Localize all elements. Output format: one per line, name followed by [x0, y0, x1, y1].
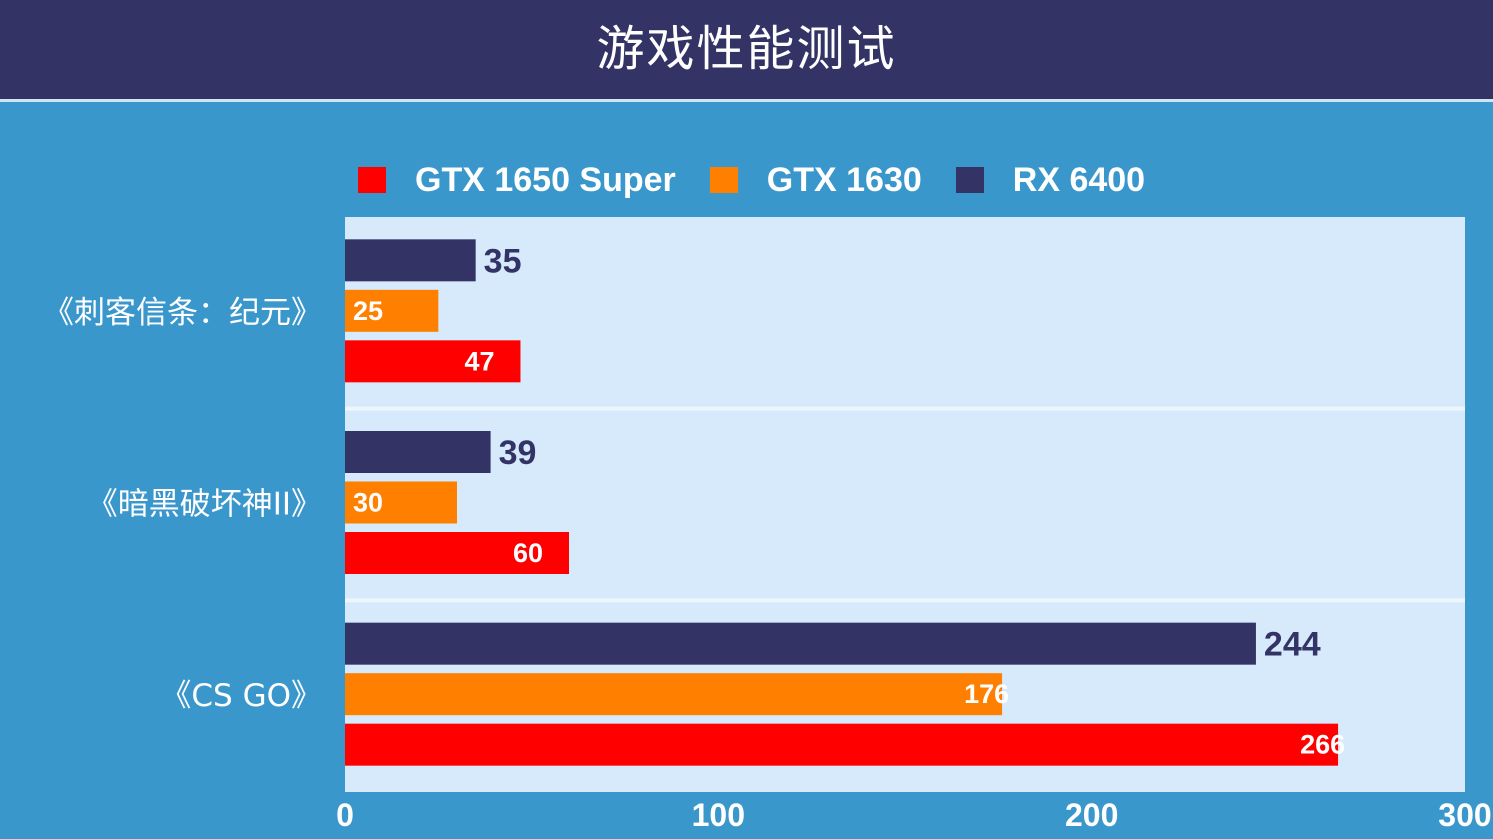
x-tick-label: 100 [692, 797, 745, 833]
category-label: 《暗黑破坏神II》 [87, 487, 322, 523]
header-bar: 游戏性能测试 [0, 0, 1493, 102]
data-label: 35 [484, 242, 522, 280]
x-tick-label: 300 [1438, 797, 1491, 833]
bar-gtx-1630 [345, 481, 457, 524]
bar-gtx-1650-super [345, 340, 521, 383]
bar-gtx-1630 [345, 673, 1003, 716]
bar-gtx-1630 [345, 289, 439, 332]
bar-rx-6400 [345, 622, 1256, 665]
bar-rx-6400 [345, 239, 476, 282]
category-label: 《CS GO》 [160, 678, 322, 714]
bar-gtx-1650-super [345, 532, 569, 574]
legend-item-rx6400: RX 6400 [955, 160, 1146, 200]
legend-swatch-gtx1650super [358, 167, 386, 193]
data-label: 30 [353, 488, 383, 518]
data-label: 244 [1264, 626, 1321, 664]
legend-swatch-gtx1630 [709, 167, 738, 193]
data-label: 266 [1300, 730, 1345, 760]
bar-rx-6400 [345, 431, 491, 473]
bar-gtx-1650-super [345, 723, 1339, 766]
legend: GTX 1650 Super GTX 1630 RX 6400 [358, 158, 1179, 202]
legend-label-gtx1630: GTX 1630 [766, 160, 922, 199]
category-label: 《刺客信条：纪元》 [43, 295, 322, 331]
plot-band [345, 217, 1465, 409]
band-separator [345, 406, 1465, 411]
data-label: 60 [513, 538, 543, 568]
legend-label-gtx1650super: GTX 1650 Super [415, 160, 676, 199]
legend-item-gtx1650super: GTX 1650 Super [358, 161, 676, 200]
x-tick-label: 0 [336, 797, 354, 833]
page-title: 游戏性能测试 [596, 21, 897, 77]
legend-swatch-rx6400 [955, 167, 984, 193]
x-tick-label: 200 [1065, 797, 1118, 833]
band-separator [345, 598, 1465, 603]
legend-label-rx6400: RX 6400 [1012, 160, 1146, 199]
data-label: 47 [464, 346, 494, 376]
data-label: 176 [964, 679, 1009, 709]
legend-item-gtx1630: GTX 1630 [709, 160, 922, 200]
data-label: 39 [499, 434, 537, 472]
data-label: 25 [353, 296, 383, 326]
